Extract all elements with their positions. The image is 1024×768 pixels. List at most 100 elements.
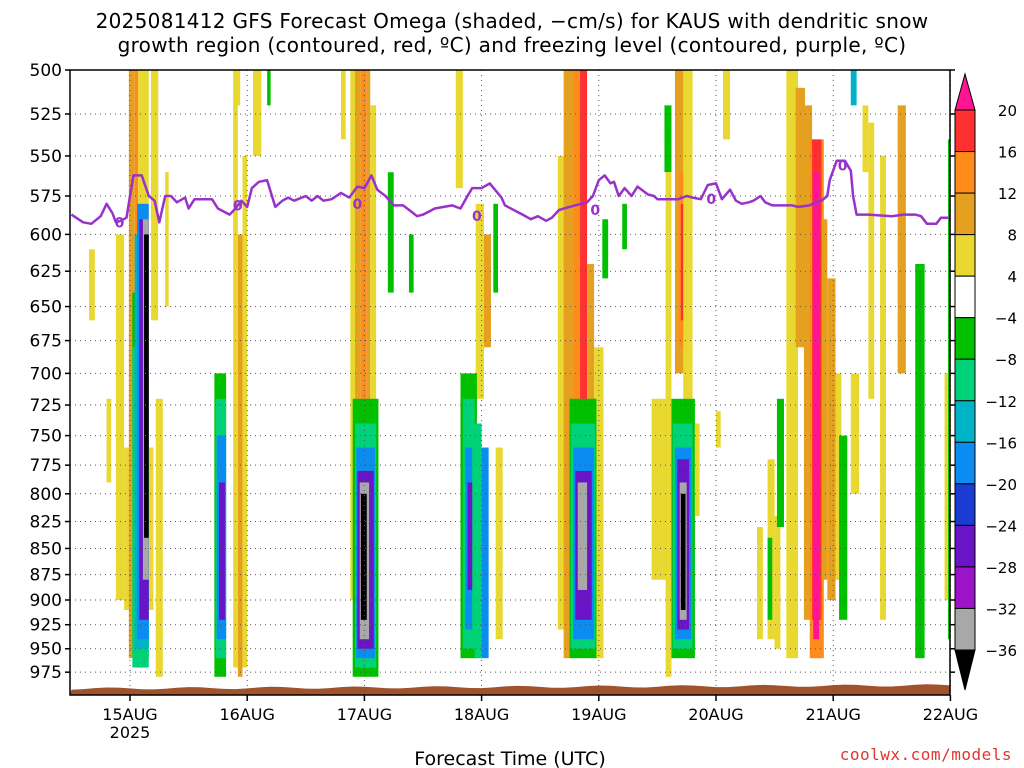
y-tick-label: 650 (30, 298, 62, 318)
colorbar-box (954, 566, 976, 609)
omega-shaded-cell (850, 70, 857, 106)
y-tick-label: 600 (30, 225, 62, 245)
y-tick-label: 850 (30, 539, 62, 559)
colorbar-top-triangle (954, 72, 976, 111)
colorbar-label: −12 (985, 393, 1017, 411)
colorbar-box (954, 151, 976, 194)
omega-shaded-cell (115, 234, 125, 600)
x-axis-title: Forecast Time (UTC) (414, 748, 605, 768)
freezing-level-line (70, 159, 950, 226)
y-tick-label: 525 (30, 105, 62, 125)
omega-shaded-cell (71, 70, 79, 264)
omega-shaded-cell (144, 234, 149, 538)
freezing-level-label: 0 (352, 197, 362, 213)
omega-shaded-cell (467, 482, 473, 590)
omega-shaded-cell (683, 70, 693, 399)
colorbar-label: 12 (998, 185, 1017, 203)
chart-title-line1: 2025081412 GFS Forecast Omega (shaded, −… (95, 9, 929, 33)
omega-shaded-cell (387, 172, 394, 293)
omega-shaded-cell (664, 105, 672, 173)
y-tick-label: 575 (30, 187, 62, 207)
omega-shaded-cell (651, 398, 670, 580)
y-tick-label: 675 (30, 332, 62, 352)
x-tick-label: 21AUG (805, 705, 860, 724)
omega-shaded-cell (897, 105, 906, 374)
colorbar-box (954, 441, 976, 485)
omega-shaded-cell (915, 263, 925, 659)
colorbar-label: −32 (985, 600, 1017, 618)
omega-shaded-cell (475, 203, 484, 399)
omega-shaded-cell (795, 87, 806, 348)
colorbar-label: 4 (1007, 268, 1017, 286)
colorbar-box (954, 275, 976, 319)
omega-shaded-cell (360, 70, 367, 640)
omega-shaded-cell (580, 70, 588, 630)
colorbar-label: −8 (995, 351, 1017, 369)
omega-shaded-cell (455, 70, 463, 189)
omega-shaded-cell (370, 105, 377, 549)
x-tick-label: 17AUG (337, 705, 392, 724)
y-tick-label: 725 (30, 396, 62, 416)
omega-shaded-cell (813, 172, 820, 640)
omega-shaded-cell (253, 70, 262, 156)
y-tick-label: 700 (30, 364, 62, 384)
omega-shaded-cell (716, 411, 721, 448)
freezing-level-label: 0 (838, 159, 848, 175)
omega-shaded-cell (839, 435, 848, 620)
omega-shaded-cell (868, 122, 875, 399)
omega-shaded-cell (408, 234, 414, 293)
omega-shaded-cell (267, 70, 271, 106)
y-tick-label: 550 (30, 147, 62, 167)
colorbar-box (954, 358, 976, 402)
y-tick-label: 975 (30, 663, 62, 683)
freezing-level-label: 0 (590, 203, 600, 219)
omega-shaded-cell (219, 482, 225, 620)
plot-frame (69, 69, 951, 696)
colorbar-box (954, 234, 976, 277)
omega-shaded-cell (774, 516, 781, 649)
colorbar-label: −16 (985, 434, 1017, 452)
omega-shaded-cell (165, 172, 169, 307)
colorbar-label: −20 (985, 476, 1017, 494)
colorbar-box (954, 524, 976, 568)
colorbar-label: 16 (998, 144, 1017, 162)
omega-shaded-cell (622, 203, 627, 250)
omega-shaded-cell (594, 347, 604, 659)
x-tick-label: 16AUG (219, 705, 274, 724)
omega-shaded-cell (577, 482, 588, 590)
omega-shaded-cell (821, 219, 828, 580)
omega-shaded-cell (757, 526, 763, 640)
colorbar-box (954, 109, 976, 153)
omega-shaded-cell (948, 139, 950, 640)
omega-shaded-cell (557, 155, 566, 630)
freezing-level-label: 0 (233, 198, 243, 214)
omega-shaded-cell (151, 70, 159, 321)
y-tick-label: 775 (30, 456, 62, 476)
y-tick-label: 625 (30, 262, 62, 282)
colorbar-box (954, 607, 976, 651)
colorbar-label: −24 (985, 517, 1017, 535)
omega-shaded-cell (835, 373, 842, 580)
x-year-label: 2025 (110, 723, 151, 742)
colorbar-label: 8 (1007, 227, 1017, 245)
y-tick-label: 900 (30, 591, 62, 611)
freezing-level-label: 0 (115, 215, 125, 231)
colorbar-box (954, 317, 976, 360)
omega-shaded-cell (340, 70, 346, 140)
omega-shaded-cell (573, 70, 581, 649)
omega-shaded-cell (481, 447, 489, 659)
omega-shaded-cell (803, 105, 813, 620)
colorbar-label: −4 (995, 310, 1017, 328)
y-tick-label: 750 (30, 427, 62, 447)
omega-shaded-cell (233, 70, 238, 668)
omega-shaded-cell (366, 70, 371, 659)
freezing-level-label: 0 (706, 192, 716, 208)
omega-shaded-cell (88, 249, 95, 321)
y-tick-label: 925 (30, 616, 62, 636)
omega-shaded-cell (680, 493, 686, 610)
colorbar-label: −36 (985, 642, 1017, 660)
omega-shaded-cell (106, 398, 112, 483)
ground-terrain (70, 683, 950, 695)
omega-shaded-cell (350, 70, 356, 600)
